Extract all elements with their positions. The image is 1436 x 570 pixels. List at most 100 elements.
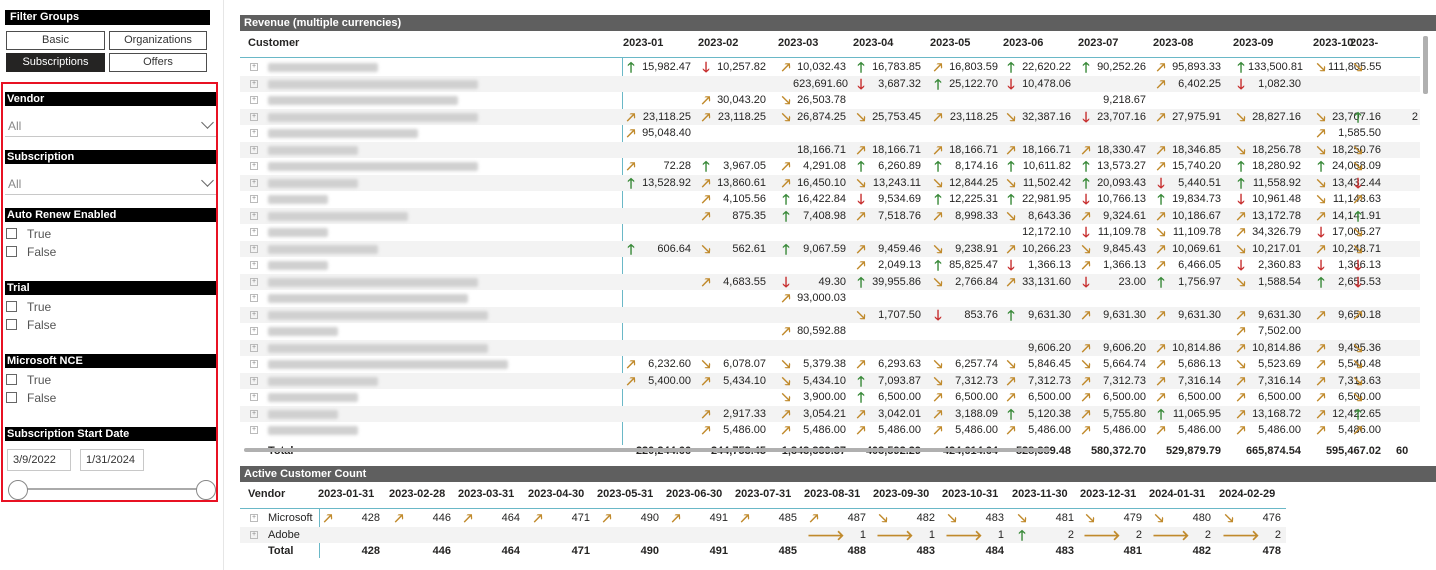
expand-icon[interactable]: + (250, 409, 258, 418)
table-row[interactable]: + 🡖 3,900.00 🡑 6,500.00 🡕 6,500.00 🡕 6,500.00 🡕 6,… (240, 389, 1420, 406)
expand-icon[interactable]: + (250, 145, 258, 154)
expand-icon[interactable]: + (250, 79, 258, 88)
month-column-header[interactable]: 2023-05 (930, 37, 971, 49)
auto-renew-true-option[interactable]: True (6, 226, 51, 242)
start-date-to-input[interactable]: 1/31/2024 (80, 449, 144, 471)
table-row[interactable]: + 🡕 4,683.55 🡓 49.30 🡑 39,955.86 🡖 2,766.84 🡕 33,1… (240, 273, 1420, 290)
month-column-header[interactable]: 2023-06 (1003, 37, 1044, 49)
table-row[interactable]: + 🡕 4,105.56 🡑 16,422.84 🡓 9,534.69 🡑 12,225.31 🡑… (240, 191, 1420, 208)
table-row[interactable]: + 🡑 606.64 🡖 562.61 🡑 9,067.59 🡕 9,459.46 🡖 9,238.… (240, 240, 1420, 257)
date-column-header[interactable]: 2023-01-31 (318, 488, 375, 500)
date-column-header[interactable]: 2023-10-31 (942, 488, 999, 500)
table-row[interactable]: +9,606.20 🡕 9,606.20 🡕 10,814.86 🡕 10,814.86 🡕 9… (240, 339, 1420, 356)
expand-icon[interactable]: + (250, 426, 258, 434)
table-row[interactable]: + 🡕 2,049.13 🡑 85,825.47 🡓 1,366.13 🡕 1,366.13 🡕 6… (240, 257, 1420, 274)
table-row[interactable]: + 🡕 95,048.40 🡕 1,585.50 (240, 125, 1420, 142)
horizontal-scrollbar[interactable] (244, 448, 1050, 452)
table-row[interactable]: +623,691.60 🡓 3,687.32 🡑 25,122.70 🡓 10,478.06… (240, 75, 1420, 92)
nce-false-option[interactable]: False (6, 390, 56, 406)
vendor-dropdown[interactable]: All (5, 115, 216, 137)
expand-icon[interactable]: + (250, 96, 258, 104)
checkbox-icon[interactable] (6, 301, 17, 313)
table-row[interactable]: + Adobe 🡒 1 🡒 1 🡒 1 🡑 2 🡒 2 🡒 2 🡒 2 (240, 526, 1286, 543)
date-column-header[interactable]: 2023-12-31 (1080, 488, 1137, 500)
date-column-header[interactable]: 2023-11-30 (1012, 488, 1068, 500)
date-column-header[interactable]: 2024-01-31 (1149, 488, 1206, 500)
nce-true-option[interactable]: True (6, 372, 51, 388)
table-row[interactable]: + 🡕 875.35 🡑 7,408.98 🡕 7,518.76 🡕 8,998.33 🡖 8,64… (240, 207, 1420, 224)
trial-false-option[interactable]: False (6, 317, 56, 333)
expand-icon[interactable]: + (250, 277, 258, 286)
date-slider-start-handle[interactable] (8, 480, 28, 500)
month-column-header[interactable]: 2023-02 (698, 37, 739, 49)
table-row[interactable]: + Microsoft 🡕 428 🡕 446 🡕 464 🡕 471 🡕 490 🡕 491 🡕 485 🡕 4… (240, 510, 1286, 527)
table-row[interactable]: + 🡑 13,528.92 🡕 13,860.61 🡕 16,450.10 🡖 13,243.1… (240, 174, 1420, 191)
expand-icon[interactable]: + (250, 162, 258, 170)
expand-icon[interactable]: + (250, 393, 258, 401)
date-slider-end-handle[interactable] (196, 480, 216, 500)
expand-icon[interactable]: + (250, 244, 258, 253)
offers-filter-button[interactable]: Offers (109, 53, 207, 72)
table-row[interactable]: + 🡕 30,043.20 🡖 26,503.78 9,218.67 (240, 92, 1420, 109)
table-row[interactable]: + 🡕 2,917.33 🡕 3,054.21 🡕 3,042.01 🡕 3,188.09 🡑 5,… (240, 405, 1420, 422)
expand-icon[interactable]: + (250, 261, 258, 269)
expand-icon[interactable]: + (250, 310, 258, 319)
expand-icon[interactable]: + (250, 211, 258, 220)
date-column-header[interactable]: 2023-06-30 (666, 488, 723, 500)
date-column-header[interactable]: 2023-04-30 (528, 488, 585, 500)
table-row[interactable]: + 🡕 93,000.03 (240, 290, 1420, 307)
subscription-dropdown[interactable]: All (5, 173, 216, 195)
checkbox-icon[interactable] (6, 246, 17, 258)
auto-renew-false-option[interactable]: False (6, 244, 56, 260)
month-column-header[interactable]: 2023-10 (1313, 37, 1354, 49)
subscriptions-filter-button[interactable]: Subscriptions (6, 53, 105, 72)
month-column-header[interactable]: 2023-07 (1078, 37, 1119, 49)
vertical-scrollbar[interactable] (1423, 36, 1428, 94)
date-column-header[interactable]: 2024-02-29 (1219, 488, 1276, 500)
checkbox-icon[interactable] (6, 374, 17, 386)
table-row[interactable]: +12,172.10 🡓 11,109.78 🡖 11,109.78 🡕 34,326.79… (240, 224, 1420, 241)
expand-icon[interactable]: + (250, 376, 258, 385)
expand-icon[interactable]: + (250, 63, 258, 71)
date-column-header[interactable]: 2023-08-31 (804, 488, 861, 500)
table-row[interactable]: + 🡖 1,707.50 🡓 853.76 🡑 9,631.30 🡕 9,631.30 🡕 9,63… (240, 306, 1420, 323)
month-column-header[interactable]: 2023- (1350, 37, 1379, 49)
start-date-from-input[interactable]: 3/9/2022 (7, 449, 71, 471)
table-row[interactable]: + 🡕 6,232.60 🡖 6,078.07 🡖 5,379.38 🡕 6,293.63 🡖 6,… (240, 356, 1420, 373)
organizations-filter-button[interactable]: Organizations (109, 31, 207, 50)
checkbox-icon[interactable] (6, 392, 17, 404)
expand-icon[interactable]: + (250, 129, 258, 137)
checkbox-icon[interactable] (6, 319, 17, 331)
expand-icon[interactable]: + (250, 514, 258, 522)
month-column-header[interactable]: 2023-03 (778, 37, 819, 49)
date-column-header[interactable]: 2023-09-30 (873, 488, 930, 500)
table-row[interactable]: + 🡕 5,400.00 🡕 5,434.10 🡖 5,434.10 🡑 7,093.87 🡖 7,… (240, 372, 1420, 389)
checkbox-icon[interactable] (6, 228, 17, 240)
customer-column-header[interactable]: Customer (248, 37, 300, 49)
table-row[interactable]: + 🡑 15,982.47 🡓 10,257.82 🡕 10,032.43 🡑 16,783.8… (240, 59, 1420, 76)
basic-filter-button[interactable]: Basic (6, 31, 105, 50)
expand-icon[interactable]: + (250, 294, 258, 302)
table-row[interactable]: + 🡕 80,592.88 🡕 7,502.00 (240, 323, 1420, 340)
expand-icon[interactable]: + (250, 195, 258, 203)
month-column-header[interactable]: 2023-09 (1233, 37, 1274, 49)
table-row[interactable]: +18,166.71 🡕 18,166.71 🡕 18,166.71 🡕 18,166.71… (240, 141, 1420, 158)
trial-true-option[interactable]: True (6, 299, 51, 315)
table-row[interactable]: + 🡕 23,118.25 🡕 23,118.25 🡖 26,874.25 🡖 25,753.4… (240, 108, 1420, 125)
month-column-header[interactable]: 2023-08 (1153, 37, 1194, 49)
expand-icon[interactable]: + (250, 360, 258, 368)
month-column-header[interactable]: 2023-04 (853, 37, 894, 49)
expand-icon[interactable]: + (250, 178, 258, 187)
table-row[interactable]: + 🡕 5,486.00 🡕 5,486.00 🡕 5,486.00 🡕 5,486.00 🡕 5,… (240, 422, 1420, 439)
expand-icon[interactable]: + (250, 112, 258, 121)
date-slider-track[interactable] (19, 488, 205, 490)
date-column-header[interactable]: 2023-05-31 (597, 488, 654, 500)
vendor-column-header[interactable]: Vendor (248, 488, 286, 500)
date-column-header[interactable]: 2023-02-28 (389, 488, 446, 500)
month-column-header[interactable]: 2023-01 (623, 37, 664, 49)
table-row[interactable]: + 🡕 72.28 🡑 3,967.05 🡕 4,291.08 🡑 6,260.89 🡑 8,174… (240, 158, 1420, 175)
expand-icon[interactable]: + (250, 530, 258, 539)
expand-icon[interactable]: + (250, 343, 258, 352)
date-column-header[interactable]: 2023-07-31 (735, 488, 792, 500)
expand-icon[interactable]: + (250, 228, 258, 236)
